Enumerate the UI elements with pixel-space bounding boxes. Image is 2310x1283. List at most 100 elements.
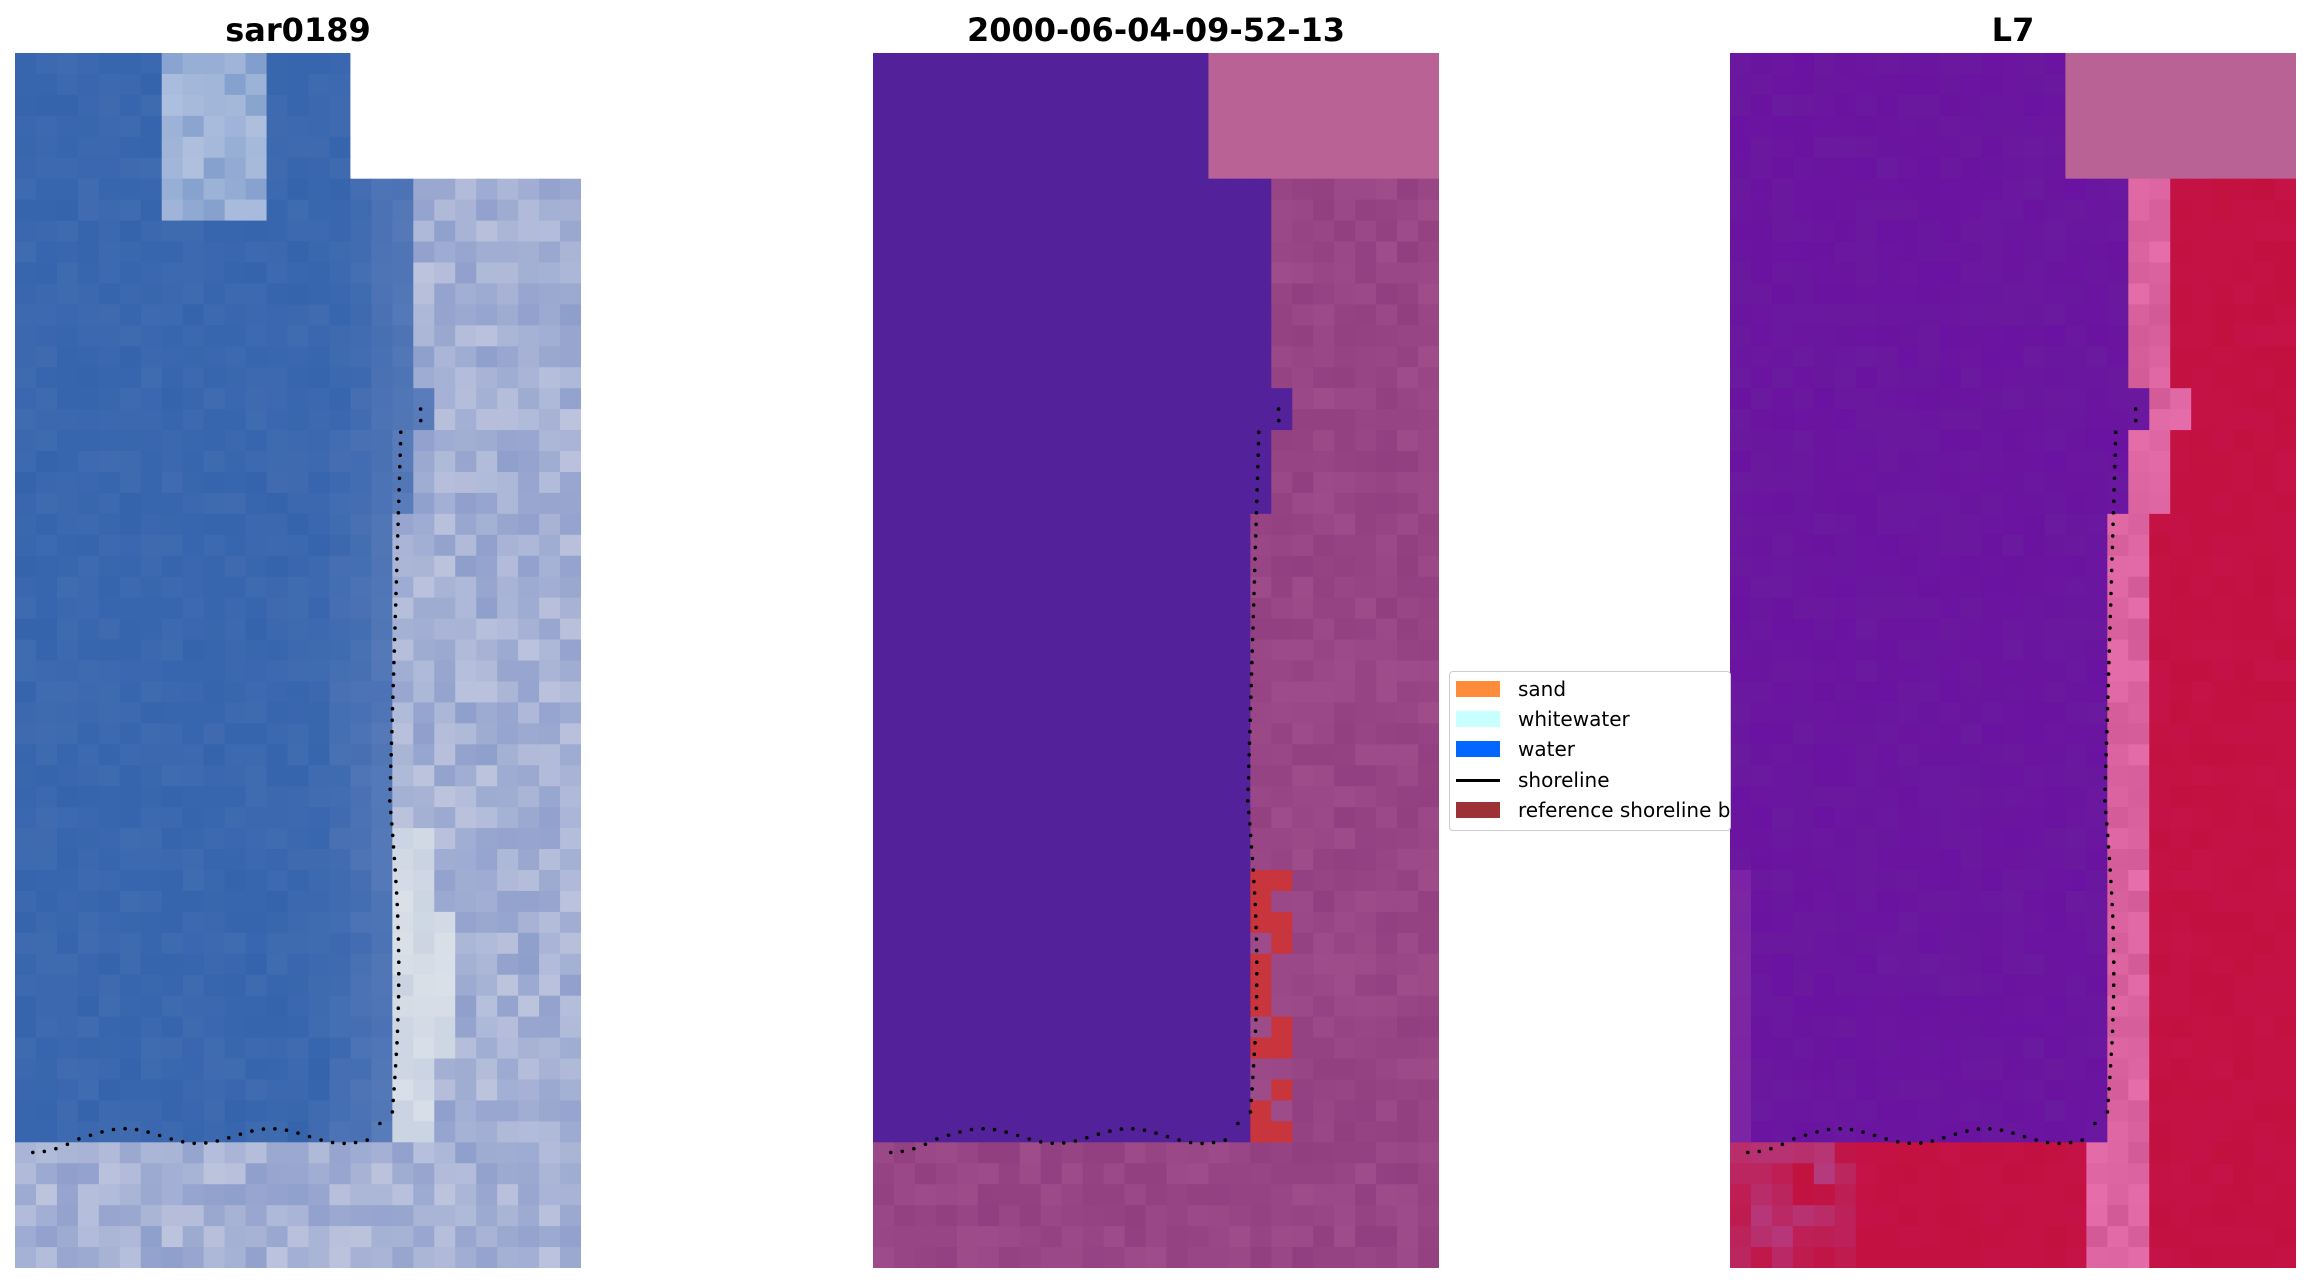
pixel-cell <box>203 199 226 222</box>
pixel-cell <box>287 765 310 787</box>
pixel-cell <box>1271 765 1293 787</box>
pixel-cell <box>2107 157 2129 180</box>
pixel-cell <box>1750 1184 1773 1206</box>
shoreline-point <box>1248 822 1252 826</box>
pixel-cell <box>1855 1226 1878 1248</box>
pixel-cell <box>371 849 393 871</box>
pixel-cell <box>1355 1100 1377 1122</box>
pixel-cell <box>1730 786 1752 808</box>
pixel-cell <box>1750 388 1773 410</box>
pixel-cell <box>2170 513 2192 536</box>
pixel-cell <box>1418 932 1439 955</box>
pixel-cell <box>1040 94 1063 117</box>
pixel-cell <box>2128 890 2150 913</box>
pixel-cell <box>2212 1247 2234 1268</box>
pixel-cell <box>2128 367 2150 389</box>
pixel-cell <box>497 471 519 494</box>
pixel-cell <box>266 534 289 557</box>
pixel-cell <box>1250 409 1272 431</box>
pixel-cell <box>2023 534 2046 557</box>
pixel-cell <box>2044 597 2066 620</box>
pixel-cell <box>2065 53 2087 75</box>
pixel-cell <box>956 241 979 264</box>
pixel-cell <box>998 807 1021 829</box>
pixel-cell <box>329 1142 351 1164</box>
pixel-cell <box>1834 513 1857 536</box>
pixel-cell <box>2086 932 2108 955</box>
pixel-cell <box>140 1079 163 1102</box>
pixel-cell <box>2191 1100 2213 1122</box>
pixel-cell <box>1376 115 1398 138</box>
shoreline-point <box>2011 1131 2015 1135</box>
pixel-cell <box>935 744 958 766</box>
pixel-cell <box>182 388 205 410</box>
pixel-cell <box>476 409 498 431</box>
pixel-cell <box>873 262 895 285</box>
pixel-cell <box>2254 1121 2276 1143</box>
pixel-cell <box>1292 849 1314 871</box>
pixel-cell <box>956 178 979 201</box>
pixel-cell <box>2233 325 2255 347</box>
pixel-cell <box>2065 618 2087 641</box>
pixel-cell <box>182 995 205 1018</box>
pixel-cell <box>98 1100 121 1122</box>
pixel-cell <box>1019 1205 1042 1227</box>
shoreline-point <box>2107 856 2112 861</box>
pixel-cell <box>1250 1247 1272 1268</box>
pixel-cell <box>15 1058 37 1081</box>
pixel-cell <box>914 639 937 662</box>
pixel-cell <box>2149 807 2171 829</box>
pixel-cell <box>434 220 456 243</box>
pixel-cell <box>182 451 205 473</box>
pixel-cell <box>873 451 895 473</box>
pixel-cell <box>1271 1016 1293 1039</box>
pixel-cell <box>1418 513 1439 536</box>
shoreline-point <box>2104 753 2108 757</box>
pixel-cell <box>35 1142 58 1164</box>
pixel-cell <box>1040 346 1063 368</box>
pixel-cell <box>1292 681 1314 703</box>
pixel-cell <box>1040 849 1063 871</box>
pixel-cell <box>77 744 100 766</box>
pixel-cell <box>1418 702 1439 724</box>
pixel-cell <box>2233 471 2255 494</box>
pixel-cell <box>2191 786 2213 808</box>
pixel-cell <box>203 869 226 892</box>
pixel-cell <box>434 53 456 75</box>
pixel-cell <box>1813 451 1836 473</box>
pixel-cell <box>224 597 247 620</box>
pixel-cell <box>1292 744 1314 766</box>
pixel-cell <box>977 304 1000 326</box>
pixel-cell <box>350 786 372 808</box>
pixel-cell <box>98 890 121 913</box>
pixel-cell <box>2065 974 2087 997</box>
pixel-cell <box>2275 409 2296 431</box>
pixel-cell <box>203 115 226 138</box>
pixel-cell <box>1771 744 1794 766</box>
pixel-cell <box>98 1247 121 1268</box>
pixel-cell <box>1834 1205 1857 1227</box>
pixel-cell <box>434 974 456 997</box>
pixel-cell <box>2191 597 2213 620</box>
pixel-cell <box>35 304 58 326</box>
pixel-cell <box>1397 1058 1419 1081</box>
pixel-cell <box>1855 1016 1878 1039</box>
pixel-cell <box>1813 702 1836 724</box>
pixel-cell <box>203 995 226 1018</box>
pixel-cell <box>77 849 100 871</box>
pixel-cell <box>2107 1184 2129 1206</box>
pixel-cell <box>77 115 100 138</box>
pixel-cell <box>1397 786 1419 808</box>
pixel-cell <box>1166 451 1189 473</box>
pixel-cell <box>1730 178 1752 201</box>
pixel-cell <box>140 576 163 599</box>
pixel-cell <box>2233 199 2255 222</box>
shoreline-point <box>2111 1018 2115 1022</box>
pixel-cell <box>2044 618 2066 641</box>
pixel-cell <box>1876 618 1899 641</box>
pixel-cell <box>2212 157 2234 180</box>
pixel-cell <box>2212 1100 2234 1122</box>
pixel-cell <box>182 576 205 599</box>
pixel-cell <box>873 283 895 305</box>
pixel-cell <box>873 1037 895 1060</box>
